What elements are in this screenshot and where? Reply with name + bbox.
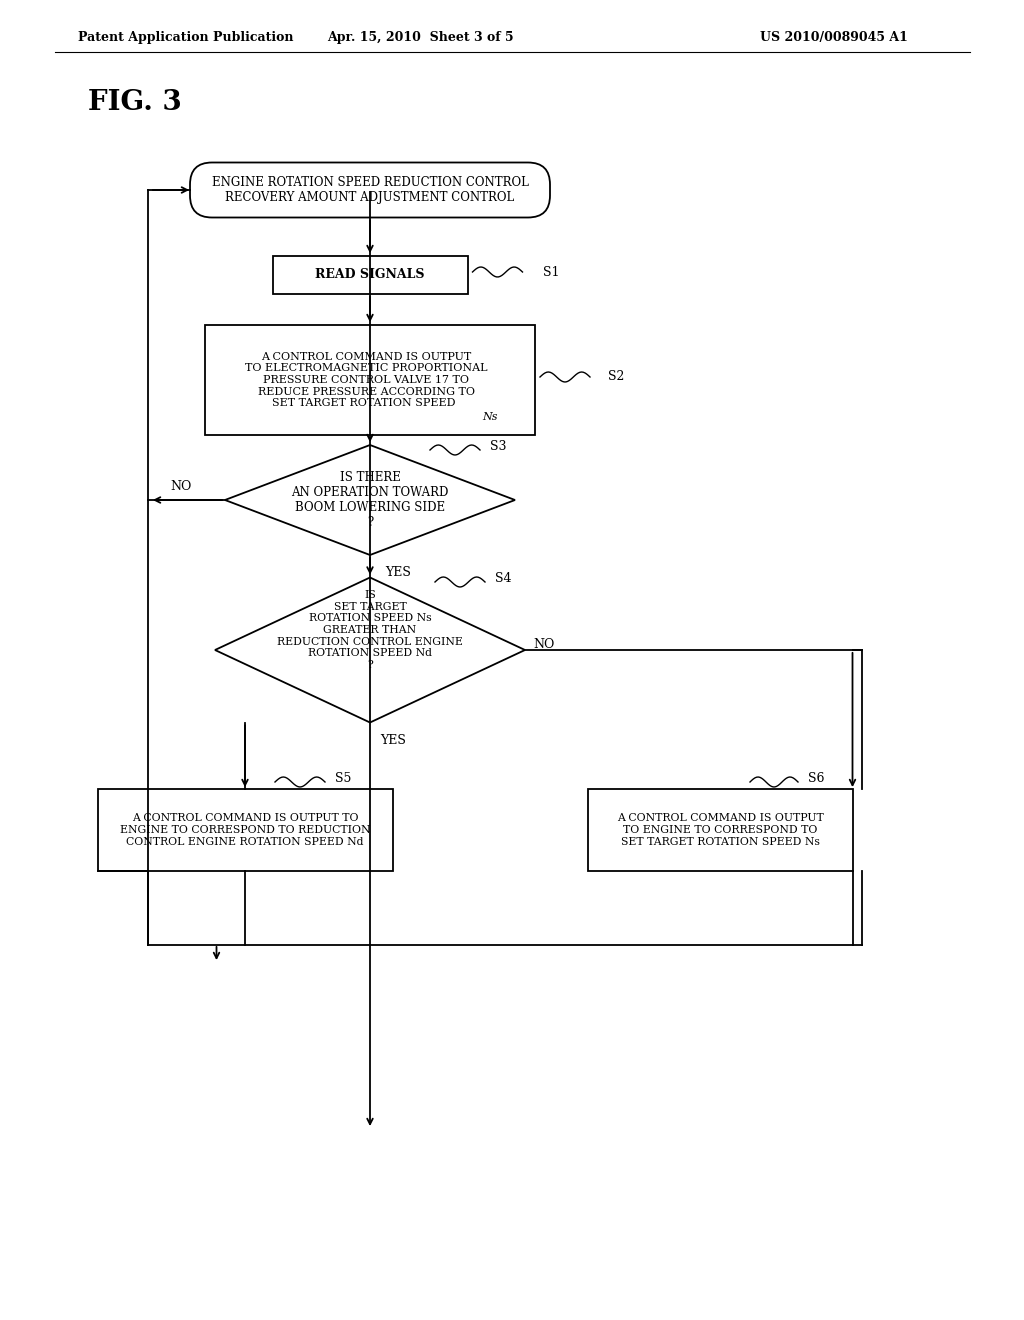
Text: Apr. 15, 2010  Sheet 3 of 5: Apr. 15, 2010 Sheet 3 of 5 bbox=[327, 30, 513, 44]
Text: A CONTROL COMMAND IS OUTPUT TO
ENGINE TO CORRESPOND TO REDUCTION
CONTROL ENGINE : A CONTROL COMMAND IS OUTPUT TO ENGINE TO… bbox=[120, 813, 371, 846]
Polygon shape bbox=[225, 445, 515, 554]
Text: IS THERE
AN OPERATION TOWARD
BOOM LOWERING SIDE
?: IS THERE AN OPERATION TOWARD BOOM LOWERI… bbox=[291, 471, 449, 529]
Text: ENGINE ROTATION SPEED REDUCTION CONTROL
RECOVERY AMOUNT ADJUSTMENT CONTROL: ENGINE ROTATION SPEED REDUCTION CONTROL … bbox=[212, 176, 528, 205]
Bar bbox=[97, 789, 392, 871]
Text: S5: S5 bbox=[335, 772, 351, 785]
Text: Patent Application Publication: Patent Application Publication bbox=[78, 30, 294, 44]
Text: A CONTROL COMMAND IS OUTPUT
TO ENGINE TO CORRESPOND TO
SET TARGET ROTATION SPEED: A CONTROL COMMAND IS OUTPUT TO ENGINE TO… bbox=[616, 813, 823, 846]
Text: IS
SET TARGET
ROTATION SPEED Ns
GREATER THAN
REDUCTION CONTROL ENGINE
ROTATION S: IS SET TARGET ROTATION SPEED Ns GREATER … bbox=[278, 590, 463, 669]
Text: NO: NO bbox=[534, 639, 554, 652]
Text: NO: NO bbox=[170, 479, 191, 492]
Text: S6: S6 bbox=[808, 772, 824, 785]
Polygon shape bbox=[215, 578, 525, 722]
Text: S1: S1 bbox=[543, 265, 559, 279]
Text: S3: S3 bbox=[490, 441, 507, 454]
Text: A CONTROL COMMAND IS OUTPUT
TO ELECTROMAGNETIC PROPORTIONAL
PRESSURE CONTROL VAL: A CONTROL COMMAND IS OUTPUT TO ELECTROMA… bbox=[245, 352, 487, 408]
Text: Ns: Ns bbox=[482, 412, 498, 422]
Text: S2: S2 bbox=[608, 371, 625, 384]
Text: READ SIGNALS: READ SIGNALS bbox=[315, 268, 425, 281]
Text: YES: YES bbox=[380, 734, 406, 747]
Text: S4: S4 bbox=[495, 573, 512, 586]
Text: US 2010/0089045 A1: US 2010/0089045 A1 bbox=[760, 30, 908, 44]
Text: YES: YES bbox=[385, 566, 411, 579]
Bar bbox=[205, 325, 535, 436]
Bar bbox=[272, 256, 468, 294]
FancyBboxPatch shape bbox=[190, 162, 550, 218]
Text: FIG. 3: FIG. 3 bbox=[88, 88, 181, 116]
Bar bbox=[588, 789, 853, 871]
